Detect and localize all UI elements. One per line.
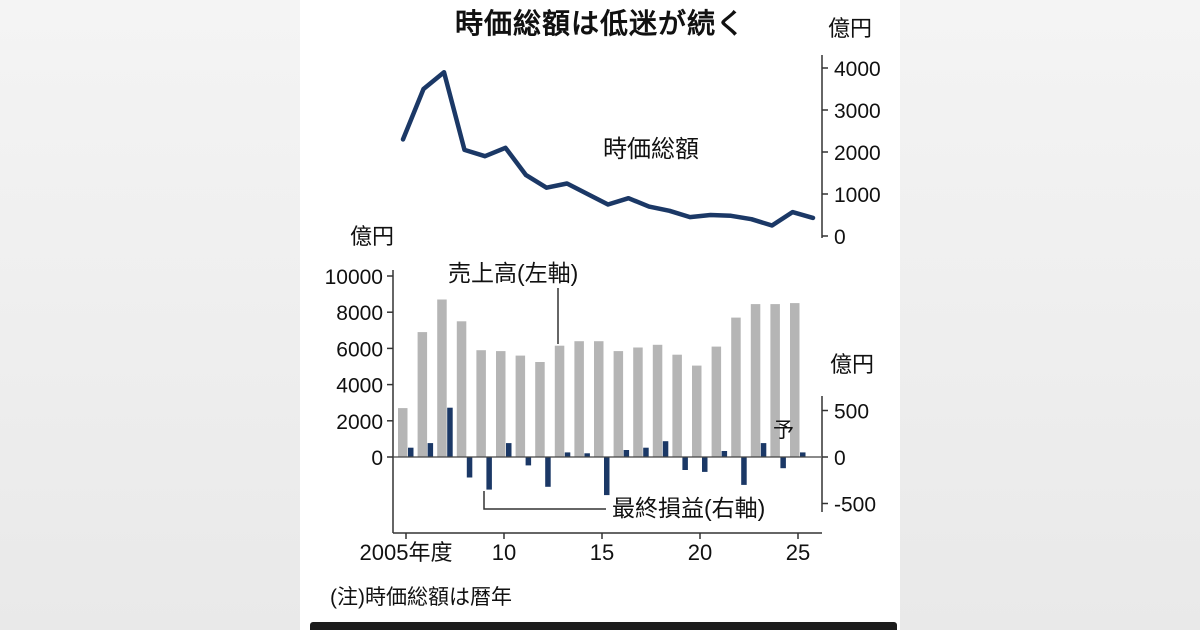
svg-text:15: 15: [590, 540, 614, 565]
svg-text:25: 25: [786, 540, 810, 565]
unit-label-top-right: 億円: [828, 16, 873, 41]
svg-text:10000: 10000: [325, 266, 383, 289]
market-cap-line-label: 時価総額: [603, 136, 699, 163]
svg-text:2000: 2000: [834, 142, 881, 165]
svg-text:0: 0: [834, 447, 846, 470]
unit-label-bottom-right: 億円: [830, 352, 875, 377]
svg-text:0: 0: [371, 447, 383, 470]
svg-text:8000: 8000: [336, 302, 383, 325]
svg-text:6000: 6000: [336, 338, 383, 361]
chart-panel: [300, 0, 900, 630]
svg-text:4000: 4000: [336, 375, 383, 398]
sales-series-label: 売上高(左軸): [448, 260, 579, 286]
svg-text:2005年度: 2005年度: [360, 540, 453, 565]
svg-text:500: 500: [834, 401, 869, 424]
svg-text:10: 10: [492, 540, 516, 565]
forecast-label: 予: [773, 419, 794, 442]
net-income-series-label: 最終損益(右軸): [612, 495, 766, 521]
footnote: (注)時価総額は暦年: [330, 586, 512, 609]
svg-text:20: 20: [688, 540, 712, 565]
bottom-bar: [310, 622, 897, 630]
unit-label-bottom-left: 億円: [350, 224, 395, 249]
chart-title: 時価総額は低迷が続く: [454, 8, 745, 39]
svg-text:0: 0: [834, 226, 846, 249]
svg-text:3000: 3000: [834, 100, 881, 123]
svg-text:1000: 1000: [834, 184, 881, 207]
svg-text:-500: -500: [834, 494, 876, 517]
svg-text:2000: 2000: [336, 411, 383, 434]
svg-text:4000: 4000: [834, 58, 881, 81]
